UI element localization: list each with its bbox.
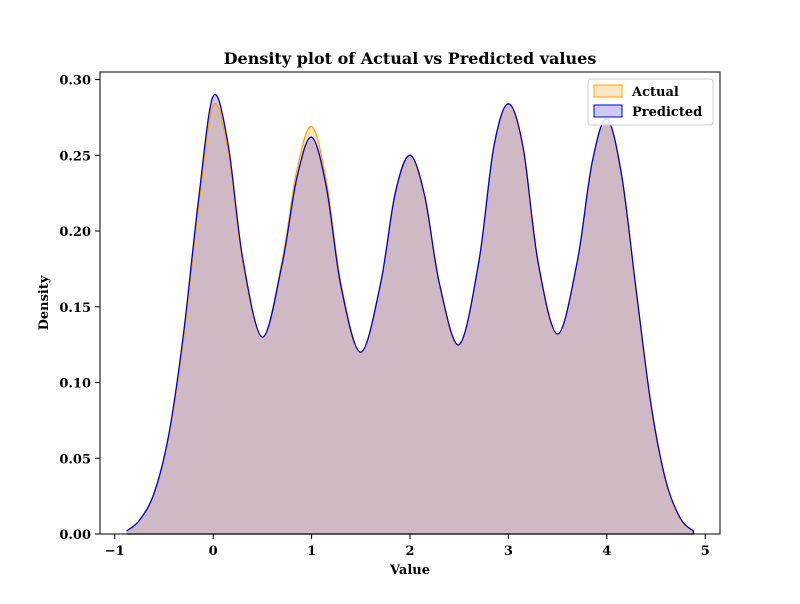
x-tick-label: −1 [105,544,125,559]
plot-area [126,93,695,535]
y-axis-label: Density [37,275,52,330]
chart-title: Density plot of Actual vs Predicted valu… [224,49,597,68]
y-tick-label: 0.20 [59,225,91,240]
area-predicted [126,94,694,534]
x-tick-label: 0 [209,544,218,559]
area-actual [126,103,694,534]
x-tick-label: 2 [405,544,414,559]
y-tick-label: 0.00 [59,528,91,543]
x-tick-label: 1 [307,544,316,559]
legend-swatch-predicted [593,104,623,118]
x-axis-label: Value [389,563,430,578]
y-tick-label: 0.25 [59,149,91,164]
y-tick-label: 0.05 [59,452,91,467]
y-tick-label: 0.10 [59,377,91,392]
legend-label-predicted: Predicted [632,105,702,120]
legend: Actual Predicted [587,78,714,126]
y-axis: 0.00 0.05 0.10 0.15 0.20 0.25 0.30 [59,74,100,543]
y-tick-label: 0.15 [59,301,91,316]
legend-label-actual: Actual [631,85,679,100]
x-axis: −1 0 1 2 3 4 5 [105,534,710,559]
legend-box [587,78,714,126]
x-tick-label: 4 [602,544,611,559]
x-tick-label: 3 [504,544,513,559]
x-tick-label: 5 [701,544,710,559]
legend-swatch-actual [593,84,623,98]
y-tick-label: 0.30 [59,74,91,89]
